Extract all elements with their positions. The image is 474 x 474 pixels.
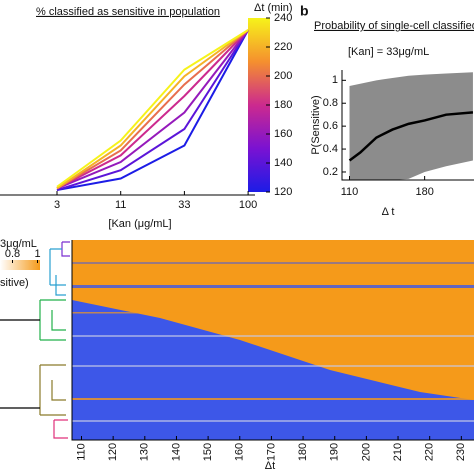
colorbar-tick-label: 0.8	[5, 248, 20, 260]
heatmap	[72, 240, 474, 440]
line	[56, 29, 249, 190]
colorbar-tick-label: 1	[34, 248, 40, 260]
chart-title: Probability of single-cell classified as	[314, 20, 474, 32]
x-axis-label: Δ t	[382, 206, 395, 218]
x-tick-label: 170	[265, 443, 277, 461]
line	[56, 29, 249, 192]
colorbar-tick-label: 240	[274, 12, 292, 24]
colorbar-tick-label: 180	[274, 99, 292, 111]
x-tick-label: 110	[75, 443, 87, 461]
x-tick-label: 190	[329, 443, 341, 461]
dendrogram	[0, 241, 70, 439]
x-tick-label: 210	[392, 443, 404, 461]
x-tick-label: 220	[424, 443, 436, 461]
panel-label: b	[300, 3, 309, 19]
x-tick-label: 140	[170, 443, 182, 461]
x-tick-label: 3	[54, 199, 60, 211]
colorbar-label: Δt (min)	[254, 2, 293, 14]
y-tick-label: 0.8	[323, 97, 338, 109]
x-axis-label: Δt	[265, 460, 275, 472]
annotation: 3μg/mL	[0, 238, 37, 250]
line	[348, 111, 474, 162]
band	[349, 72, 473, 180]
axes	[341, 70, 474, 181]
x-tick-label: 200	[360, 443, 372, 461]
line	[56, 29, 249, 190]
x-tick-label: 100	[239, 199, 257, 211]
x-tick-label: 180	[297, 443, 309, 461]
line	[56, 29, 249, 188]
legend-label: sitive)	[0, 277, 29, 289]
line	[56, 29, 249, 190]
colorbar-tick-label: 160	[274, 128, 292, 140]
y-axis-label: P(Sensitive)	[310, 95, 322, 154]
y-tick-label: 0.4	[323, 143, 338, 155]
colorbar-tick-label: 120	[274, 186, 292, 198]
x-tick-label: 150	[202, 443, 214, 461]
x-tick-label: 130	[139, 443, 151, 461]
x-tick-label: 11	[115, 199, 126, 211]
y-tick-label: 0.2	[323, 166, 338, 178]
colorbar	[248, 18, 270, 192]
colorbar-tick-label: 200	[274, 70, 292, 82]
x-tick-label: 180	[415, 186, 433, 198]
colorbar-tick-label: 140	[274, 157, 292, 169]
colorbar-tick-label: 220	[274, 41, 292, 53]
line	[56, 29, 249, 192]
x-tick-label: 230	[455, 443, 467, 461]
x-tick-label: 160	[234, 443, 246, 461]
annotation: [Kan] = 33μg/mL	[348, 46, 429, 58]
y-tick-label: 1	[332, 74, 338, 86]
x-tick-label: 33	[178, 199, 190, 211]
axes	[71, 240, 474, 441]
colorbar	[0, 260, 40, 270]
x-tick-label: 110	[341, 186, 359, 198]
x-axis-label: [Kan (μg/mL]	[108, 218, 171, 230]
x-tick-label: 120	[107, 443, 119, 461]
y-tick-label: 0.6	[323, 120, 338, 132]
chart-title: % classified as sensitive in population	[36, 6, 220, 18]
line	[56, 29, 249, 190]
